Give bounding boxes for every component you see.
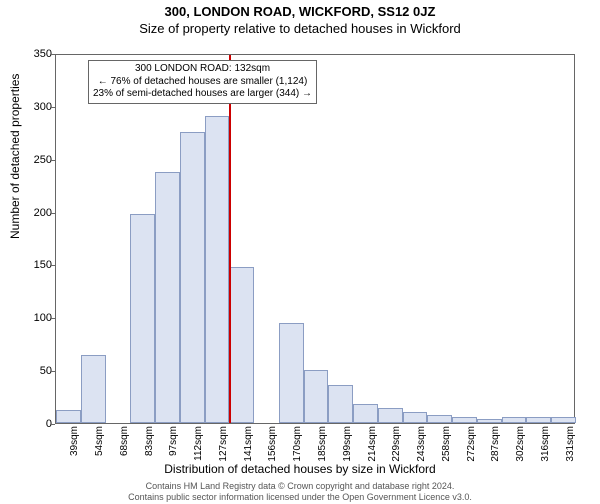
histogram-bar (551, 417, 576, 423)
x-tick-label: 331sqm (565, 426, 576, 466)
y-axis-label: Number of detached properties (8, 74, 22, 239)
x-axis-label: Distribution of detached houses by size … (0, 462, 600, 476)
histogram-bar (452, 417, 477, 423)
x-tick-label: 272sqm (466, 426, 477, 466)
y-tick-mark (50, 107, 55, 108)
histogram-bar (279, 323, 304, 423)
x-tick-label: 199sqm (342, 426, 353, 466)
x-tick-label: 83sqm (144, 426, 155, 466)
histogram-bar (526, 417, 551, 423)
x-tick-label: 141sqm (243, 426, 254, 466)
y-tick-label: 150 (22, 259, 52, 271)
y-tick-label: 0 (22, 418, 52, 430)
y-tick-mark (50, 424, 55, 425)
histogram-bar (427, 415, 452, 423)
x-tick-label: 229sqm (391, 426, 402, 466)
x-tick-label: 258sqm (441, 426, 452, 466)
x-tick-label: 97sqm (168, 426, 179, 466)
histogram-bar (328, 385, 353, 423)
plot-area (55, 54, 575, 424)
y-tick-mark (50, 160, 55, 161)
property-marker-line (229, 55, 231, 423)
y-tick-label: 50 (22, 365, 52, 377)
x-tick-label: 39sqm (69, 426, 80, 466)
chart-subtitle: Size of property relative to detached ho… (0, 21, 600, 36)
x-tick-label: 54sqm (94, 426, 105, 466)
x-tick-label: 214sqm (367, 426, 378, 466)
histogram-bar (502, 417, 527, 423)
x-tick-label: 112sqm (193, 426, 204, 466)
x-tick-label: 185sqm (317, 426, 328, 466)
y-tick-label: 200 (22, 207, 52, 219)
histogram-bar (353, 404, 378, 423)
x-tick-label: 316sqm (540, 426, 551, 466)
annot-line1: 300 LONDON ROAD: 132sqm (135, 63, 270, 74)
y-tick-mark (50, 54, 55, 55)
chart-title: 300, LONDON ROAD, WICKFORD, SS12 0JZ (0, 4, 600, 19)
histogram-bar (205, 116, 230, 423)
histogram-bar (130, 214, 155, 423)
histogram-bar (56, 410, 81, 423)
y-tick-mark (50, 265, 55, 266)
x-tick-label: 170sqm (292, 426, 303, 466)
annot-line2: ← 76% of detached houses are smaller (1,… (98, 76, 308, 87)
footer-line2: Contains public sector information licen… (128, 492, 472, 502)
histogram-bar (229, 267, 254, 423)
histogram-bar (477, 419, 502, 423)
annot-line3: 23% of semi-detached houses are larger (… (93, 88, 312, 99)
histogram-bar (81, 355, 106, 423)
histogram-bar (403, 412, 428, 423)
y-tick-mark (50, 371, 55, 372)
histogram-bar (378, 408, 403, 423)
y-tick-label: 100 (22, 312, 52, 324)
footer-text: Contains HM Land Registry data © Crown c… (0, 481, 600, 502)
y-tick-label: 300 (22, 101, 52, 113)
x-tick-label: 287sqm (490, 426, 501, 466)
x-tick-label: 243sqm (416, 426, 427, 466)
x-tick-label: 156sqm (267, 426, 278, 466)
y-tick-mark (50, 318, 55, 319)
y-tick-label: 350 (22, 48, 52, 60)
annotation-box: 300 LONDON ROAD: 132sqm ← 76% of detached… (88, 60, 317, 104)
footer-line1: Contains HM Land Registry data © Crown c… (146, 481, 455, 491)
x-tick-label: 68sqm (119, 426, 130, 466)
x-tick-label: 302sqm (515, 426, 526, 466)
histogram-bar (155, 172, 180, 423)
histogram-bar (304, 370, 329, 423)
x-tick-label: 127sqm (218, 426, 229, 466)
histogram-bar (180, 132, 205, 423)
y-tick-label: 250 (22, 154, 52, 166)
y-tick-mark (50, 213, 55, 214)
